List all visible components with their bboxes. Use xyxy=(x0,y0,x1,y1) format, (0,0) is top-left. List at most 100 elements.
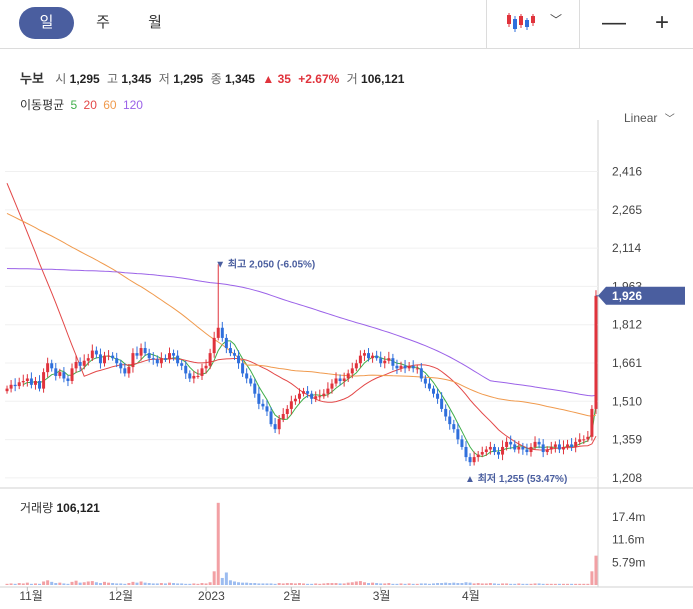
volume-bar xyxy=(38,583,42,585)
volume-bar xyxy=(155,583,159,585)
candle-body xyxy=(582,439,586,441)
change-percent: +2.67% xyxy=(298,72,340,86)
candle-body xyxy=(204,365,208,369)
candle-body xyxy=(545,449,549,453)
volume-bar xyxy=(46,580,50,585)
scale-mode-label: Linear xyxy=(624,111,658,125)
volume-bar xyxy=(82,582,86,585)
volume-bar xyxy=(224,572,228,585)
candle-body xyxy=(172,353,176,356)
chart-type-selector[interactable]: ﹀ xyxy=(498,10,578,38)
candle-body xyxy=(241,363,245,374)
volume-bar xyxy=(456,583,460,585)
tab-monthly[interactable]: 월 xyxy=(148,14,162,31)
volume-bar xyxy=(427,583,431,585)
candle-body xyxy=(586,436,590,440)
volume-bar xyxy=(167,582,171,585)
volume-bar xyxy=(529,583,533,585)
candle-body xyxy=(5,388,9,392)
volume-tick-label: 11.6m xyxy=(612,533,644,547)
candle-body xyxy=(444,408,448,417)
candle-body xyxy=(17,382,21,387)
candle-body xyxy=(574,441,578,447)
candle-body xyxy=(180,363,184,366)
volume-bar xyxy=(70,581,74,585)
candle-body xyxy=(326,388,330,394)
x-tick-label: 2023 xyxy=(198,589,225,603)
volume-bar xyxy=(557,583,561,585)
candle-body xyxy=(62,372,66,379)
volume-bar xyxy=(232,581,236,585)
volume-bar xyxy=(314,583,318,585)
tab-weekly[interactable]: 주 xyxy=(96,14,110,31)
candle-body xyxy=(350,368,354,374)
volume-bar xyxy=(17,583,21,585)
toolbar-divider xyxy=(486,0,487,48)
volume-bar xyxy=(5,583,9,585)
volume-bar xyxy=(176,583,180,585)
candle-body xyxy=(188,373,192,379)
candle-body xyxy=(492,446,496,453)
candle-body xyxy=(107,355,111,357)
volume-bar xyxy=(94,582,98,585)
current-price-badge xyxy=(598,286,685,305)
candle-body xyxy=(224,337,228,349)
volume-bar xyxy=(25,582,29,585)
volume-bar xyxy=(98,583,102,585)
volume-bar xyxy=(444,582,448,585)
volume-bar xyxy=(354,581,358,585)
moving-average-legend[interactable]: 이동평균 5 20 60 120 xyxy=(20,96,146,113)
volume-bar xyxy=(289,583,293,585)
tab-daily[interactable]: 일 xyxy=(19,7,74,39)
volume-bar xyxy=(346,582,350,585)
candle-body xyxy=(86,358,90,361)
candle-body xyxy=(310,393,314,399)
candle-body xyxy=(159,358,163,364)
zoom-in-button[interactable]: + xyxy=(654,9,669,36)
candle-body xyxy=(427,383,431,389)
volume-bar xyxy=(107,582,111,585)
volume-bar xyxy=(350,582,354,585)
chevron-down-icon: ﹀ xyxy=(550,13,563,27)
volume-bar xyxy=(127,583,131,585)
candle-body xyxy=(232,353,236,356)
volume-bar xyxy=(533,583,537,585)
x-tick-label: 3월 xyxy=(373,589,391,603)
candle-body xyxy=(90,350,94,359)
candle-body xyxy=(192,375,196,379)
candle-body xyxy=(521,446,525,450)
candle-body xyxy=(98,354,102,364)
candle-body xyxy=(578,439,582,442)
volume-bar xyxy=(188,583,192,585)
candle-body xyxy=(367,353,371,359)
candle-body xyxy=(476,454,480,458)
volume-bar xyxy=(33,583,37,585)
volume-bar xyxy=(184,583,188,585)
candle-body xyxy=(281,413,285,420)
candle-body xyxy=(273,424,277,430)
volume-bar xyxy=(505,583,509,585)
volume-bar xyxy=(151,583,155,585)
high-value: 1,345 xyxy=(121,72,152,86)
volume-bar xyxy=(590,571,594,585)
candle-body xyxy=(50,363,54,369)
scale-mode-button[interactable]: Linear ﹀ xyxy=(624,110,675,125)
candle-body xyxy=(289,401,293,409)
volume-bar xyxy=(501,583,505,585)
y-tick-label: 1,359 xyxy=(612,433,642,447)
close-label: 종 xyxy=(210,72,222,86)
volume-bar xyxy=(180,583,184,585)
candle-body xyxy=(184,365,188,374)
volume-bar xyxy=(334,583,338,585)
volume-bar xyxy=(566,583,570,585)
volume-bar xyxy=(58,582,62,585)
volume-bar xyxy=(496,583,500,585)
candle-body xyxy=(147,353,151,359)
candle-body xyxy=(25,378,29,382)
volume-bar xyxy=(432,583,436,585)
volume-bar xyxy=(464,582,468,585)
candle-body xyxy=(285,408,289,414)
zoom-out-button[interactable]: — xyxy=(602,9,626,36)
high-marker: ▼ 최고 2,050 (-6.05%) xyxy=(215,257,315,270)
